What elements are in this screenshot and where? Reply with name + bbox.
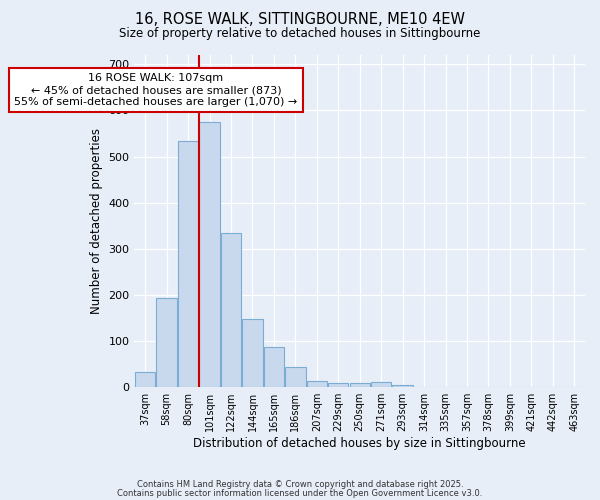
Bar [307,381,327,387]
Text: Contains public sector information licensed under the Open Government Licence v3: Contains public sector information licen… [118,488,482,498]
Text: Contains HM Land Registry data © Crown copyright and database right 2025.: Contains HM Land Registry data © Crown c… [137,480,463,489]
Y-axis label: Number of detached properties: Number of detached properties [90,128,103,314]
Bar [264,347,284,387]
Bar [135,372,155,387]
Bar [328,383,349,387]
Text: 16 ROSE WALK: 107sqm
← 45% of detached houses are smaller (873)
55% of semi-deta: 16 ROSE WALK: 107sqm ← 45% of detached h… [14,74,298,106]
Bar [285,368,305,387]
Text: Size of property relative to detached houses in Sittingbourne: Size of property relative to detached ho… [119,28,481,40]
Bar [371,382,391,387]
X-axis label: Distribution of detached houses by size in Sittingbourne: Distribution of detached houses by size … [193,437,526,450]
Bar [221,232,241,387]
Bar [350,383,370,387]
Bar [178,142,199,387]
Bar [392,386,413,387]
Bar [242,320,263,387]
Text: 16, ROSE WALK, SITTINGBOURNE, ME10 4EW: 16, ROSE WALK, SITTINGBOURNE, ME10 4EW [135,12,465,28]
Bar [157,298,177,387]
Bar [199,122,220,387]
